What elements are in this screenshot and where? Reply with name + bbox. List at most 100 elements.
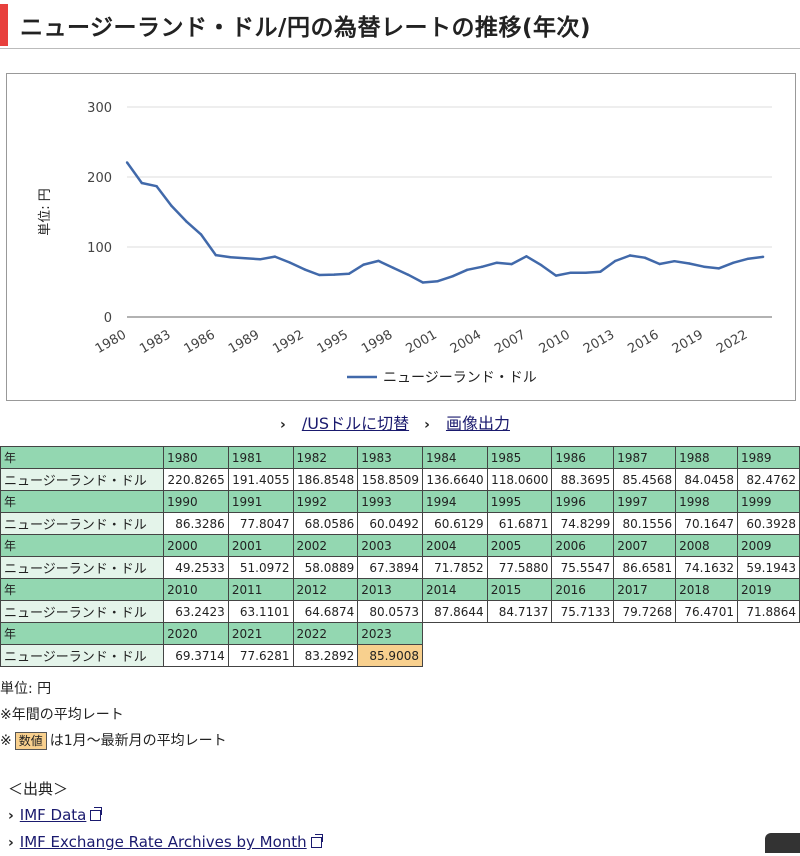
- year-cell: 1982: [292, 446, 359, 469]
- data-point: [288, 261, 291, 264]
- value-cell: 75.7133: [551, 600, 615, 623]
- year-cell: 1995: [486, 490, 553, 513]
- table-year-row: 年 1990 1991 1992 1993 1994 1995 1996 1997 1998 199…: [0, 490, 800, 513]
- year-cell: 2013: [357, 578, 423, 601]
- data-point: [170, 204, 173, 208]
- year-cell: 1985: [486, 446, 553, 469]
- year-cell: 2023: [357, 622, 423, 645]
- value-cell: 118.0600: [486, 468, 553, 491]
- value-cell: 186.8548: [292, 468, 359, 491]
- x-tick-label: 1980: [93, 327, 129, 357]
- x-tick-label: 2004: [448, 327, 484, 357]
- source-item: › IMF Exchange Rate Archives by Month: [8, 829, 323, 856]
- year-cell: 1987: [613, 446, 677, 469]
- legend-label: ニュージーランド・ドル: [383, 370, 537, 386]
- data-point: [613, 259, 617, 263]
- year-cell: 2001: [227, 534, 294, 557]
- x-tick-label: 2010: [537, 327, 573, 357]
- chevron-right-icon: ›: [424, 417, 430, 433]
- line-chart: 0 100 200 300 単位: 円 1980 1983 1986 1989 1992 1995 1…: [37, 101, 772, 386]
- partial-average-note: ※ 数値 は1月～最新月の平均レート: [0, 728, 227, 754]
- empty-cell: [422, 623, 487, 645]
- value-cell: 136.6640: [421, 468, 488, 491]
- currency-label-cell: ニュージーランド・ドル: [0, 468, 165, 491]
- x-tick-label: 2016: [625, 327, 661, 357]
- value-cell: 83.2892: [292, 644, 359, 667]
- data-point: [421, 281, 425, 284]
- value-cell: 76.4701: [675, 600, 739, 623]
- value-cell: 80.0573: [357, 600, 423, 623]
- year-cell: 2003: [357, 534, 423, 557]
- x-tick-label: 2013: [581, 327, 617, 357]
- data-point: [747, 257, 750, 260]
- year-header-cell: 年: [0, 490, 165, 513]
- source-heading: ＜出典＞: [8, 780, 69, 798]
- value-cell: 88.3695: [551, 468, 615, 491]
- table-row: ニュージーランド・ドル 69.3714 77.6281 83.2892 85.9008: [0, 644, 800, 667]
- x-tick-label: 1992: [270, 327, 306, 357]
- export-image-link[interactable]: 画像出力: [445, 414, 510, 433]
- data-point: [643, 256, 646, 259]
- data-point: [569, 271, 573, 274]
- data-point: [584, 271, 587, 275]
- x-tick-label: 1998: [359, 327, 395, 357]
- value-cell: 59.1943: [737, 556, 800, 579]
- year-cell: 2004: [421, 534, 488, 557]
- value-cell: 74.8299: [551, 512, 615, 535]
- table-year-row: 年 1980 1981 1982 1983 1984 1985 1986 1987 1988 198…: [0, 446, 800, 469]
- data-point: [702, 265, 706, 268]
- year-cell: 2010: [163, 578, 229, 601]
- value-cell: 79.7268: [613, 600, 677, 623]
- data-point: [362, 263, 365, 266]
- data-point: [406, 273, 410, 276]
- year-cell: 2017: [613, 578, 677, 601]
- scroll-top-button[interactable]: [765, 833, 800, 853]
- data-point: [451, 275, 454, 278]
- year-cell: 1988: [675, 446, 739, 469]
- source-section: ＜出典＞ › IMF Data › IMF Exchange Rate Archiv…: [8, 776, 323, 856]
- data-point: [258, 258, 262, 261]
- value-cell: 84.7137: [486, 600, 553, 623]
- year-header-cell: 年: [0, 622, 165, 645]
- year-cell: 2002: [292, 534, 359, 557]
- value-cell: 77.8047: [227, 512, 294, 535]
- imf-data-link[interactable]: IMF Data: [19, 806, 87, 824]
- unit-note: 単位: 円: [0, 681, 52, 697]
- empty-cell: [676, 645, 738, 667]
- empty-cell: [552, 623, 614, 645]
- value-cell: 71.7852: [421, 556, 488, 579]
- chevron-right-icon: ›: [8, 808, 14, 824]
- year-cell: 2014: [421, 578, 488, 601]
- empty-cell: [487, 645, 552, 667]
- data-point: [480, 265, 484, 268]
- year-cell: 2022: [292, 622, 359, 645]
- x-tick-label: 2019: [670, 327, 706, 357]
- x-tick-label: 2007: [492, 327, 528, 357]
- year-cell: 2008: [675, 534, 739, 557]
- switch-usd-link[interactable]: /USドルに切替: [301, 414, 410, 433]
- table-row: ニュージーランド・ドル 86.3286 77.8047 68.0586 60.0492 6…: [0, 512, 800, 535]
- imf-archives-link[interactable]: IMF Exchange Rate Archives by Month: [19, 833, 307, 851]
- year-cell: 1981: [227, 446, 294, 469]
- value-cell: 85.9008: [357, 644, 423, 667]
- table-year-row: 年 2000 2001 2002 2003 2004 2005 2006 2007 2008 200…: [0, 534, 800, 557]
- value-cell: 69.3714: [163, 644, 229, 667]
- value-cell: 191.4055: [227, 468, 294, 491]
- year-cell: 2009: [737, 534, 800, 557]
- data-point: [466, 268, 469, 272]
- data-point: [155, 185, 158, 188]
- y-tick-label: 300: [87, 101, 112, 116]
- value-cell: 74.1632: [675, 556, 739, 579]
- value-cell: 87.8644: [421, 600, 488, 623]
- year-cell: 1980: [163, 446, 229, 469]
- y-tick-label: 200: [87, 171, 112, 186]
- year-cell: 2012: [292, 578, 359, 601]
- table-row: ニュージーランド・ドル 63.2423 63.1101 64.6874 80.0573 8…: [0, 600, 800, 623]
- value-cell: 85.4568: [613, 468, 677, 491]
- value-cell: 61.6871: [486, 512, 553, 535]
- value-cell: 86.3286: [163, 512, 229, 535]
- empty-cell: [738, 645, 800, 667]
- value-cell: 51.0972: [227, 556, 294, 579]
- x-tick-label: 2022: [714, 327, 750, 357]
- data-point: [184, 220, 188, 223]
